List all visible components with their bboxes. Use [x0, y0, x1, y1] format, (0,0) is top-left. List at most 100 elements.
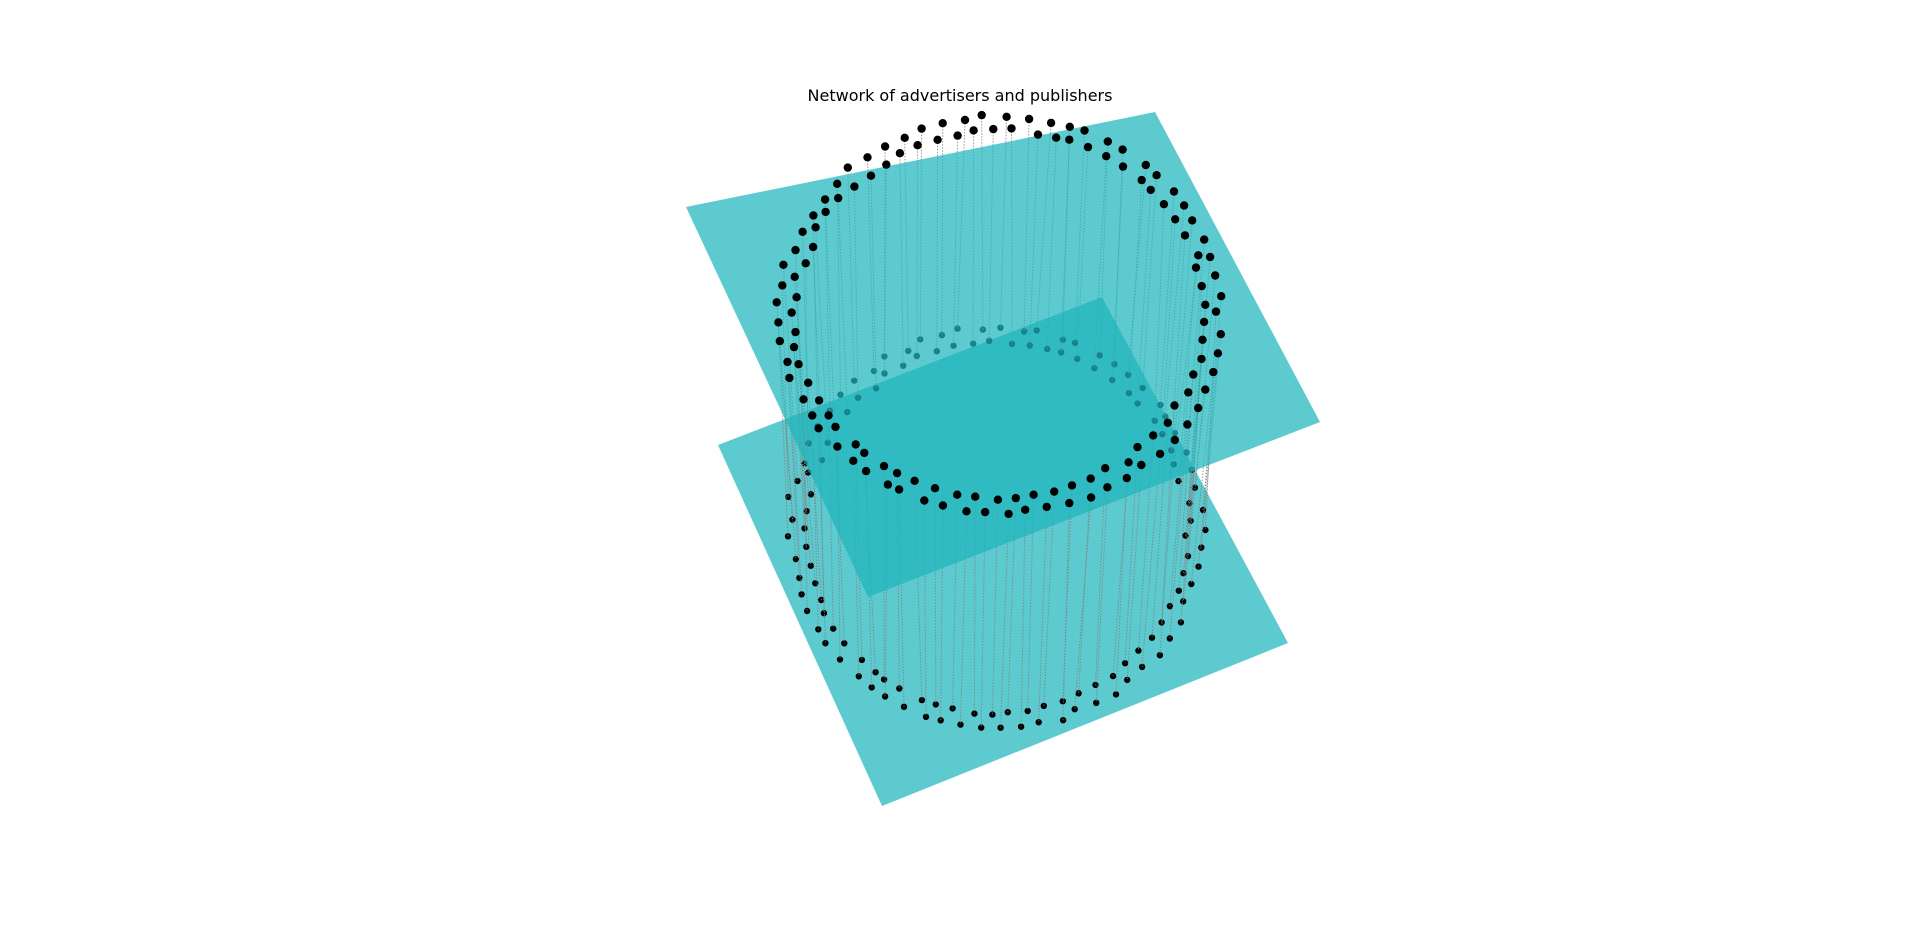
lower-node [855, 673, 862, 680]
upper-node [1050, 487, 1059, 496]
upper-node [814, 424, 823, 433]
upper-node [913, 141, 922, 150]
upper-node [790, 272, 799, 281]
lower-node [978, 724, 985, 731]
lower-node [1071, 706, 1078, 713]
upper-node [1020, 505, 1030, 514]
upper-node [866, 171, 876, 180]
upper-node [843, 163, 852, 172]
upper-node [900, 133, 909, 142]
edge [803, 399, 808, 612]
upper-node [1201, 300, 1210, 309]
edge [811, 415, 819, 630]
upper-node [1211, 307, 1221, 316]
lower-node [1148, 634, 1156, 641]
lower-node [1202, 526, 1209, 534]
lower-node [785, 493, 792, 501]
upper-node [772, 298, 781, 307]
upper-node [1169, 187, 1179, 196]
upper-node [799, 395, 808, 404]
edge [1141, 453, 1161, 667]
lower-node [989, 711, 996, 718]
upper-node [1159, 200, 1169, 209]
upper-node [993, 495, 1003, 504]
upper-node [1197, 354, 1206, 364]
upper-node [1155, 449, 1165, 459]
lower-node [789, 516, 796, 523]
lower-node [937, 717, 944, 724]
upper-node [1065, 122, 1075, 131]
upper-node [833, 442, 842, 451]
upper-node [801, 259, 810, 268]
upper-node [989, 124, 998, 134]
upper-node [1067, 481, 1077, 490]
upper-node [814, 396, 824, 405]
edge [1115, 478, 1128, 695]
upper-node [787, 308, 796, 317]
upper-node [860, 448, 869, 458]
upper-node [953, 131, 962, 140]
edge [1200, 334, 1222, 548]
upper-node [1141, 160, 1151, 170]
upper-node [971, 492, 980, 501]
upper-node [820, 195, 830, 204]
upper-node [960, 115, 970, 125]
lower-node [858, 656, 866, 664]
upper-node [894, 485, 904, 494]
upper-node [791, 245, 800, 255]
edge [1190, 372, 1214, 585]
edge [1000, 513, 1010, 728]
lower-node [820, 610, 828, 617]
upper-node [1122, 473, 1132, 483]
upper-node [775, 336, 784, 346]
upper-node [1103, 483, 1112, 492]
upper-node [895, 149, 905, 158]
upper-node [1198, 335, 1207, 344]
upper-node [879, 461, 889, 471]
upper-node [1216, 330, 1226, 339]
upper-node [1011, 493, 1020, 503]
upper-node [794, 360, 803, 369]
upper-node [1086, 474, 1095, 483]
upper-node [1179, 201, 1189, 210]
upper-node [849, 456, 858, 465]
upper-layer [686, 110, 1320, 597]
upper-node [1137, 175, 1146, 185]
lower-node [1156, 652, 1164, 659]
upper-node [809, 211, 818, 220]
upper-node [933, 135, 942, 144]
upper-node [883, 480, 893, 489]
upper-node-group [772, 110, 1226, 519]
upper-node [1163, 418, 1173, 427]
upper-node [1118, 145, 1127, 154]
upper-node [1103, 137, 1113, 146]
upper-node [1065, 498, 1074, 508]
upper-node [977, 110, 986, 120]
lower-node [1180, 570, 1187, 577]
lower-node [1040, 702, 1048, 710]
lower-node [1177, 619, 1185, 626]
upper-node [798, 227, 807, 236]
upper-node [1042, 502, 1051, 512]
lower-node [896, 685, 903, 692]
upper-node [1217, 292, 1226, 301]
upper-node [920, 496, 929, 505]
upper-node [880, 142, 890, 151]
lower-node [1166, 635, 1174, 642]
upper-node [861, 466, 871, 476]
upper-node [1201, 385, 1210, 394]
upper-node [917, 124, 926, 133]
chart-title: Network of advertisers and publishers [807, 86, 1113, 105]
upper-node [789, 342, 799, 352]
upper-node [851, 440, 860, 449]
edge [836, 446, 841, 660]
edge [884, 484, 889, 697]
upper-node [824, 411, 833, 420]
edge [1182, 389, 1206, 602]
upper-node [1052, 133, 1061, 142]
upper-node [1211, 271, 1220, 280]
upper-node [1149, 431, 1158, 440]
lower-node [1093, 699, 1100, 706]
upper-node [938, 501, 948, 510]
